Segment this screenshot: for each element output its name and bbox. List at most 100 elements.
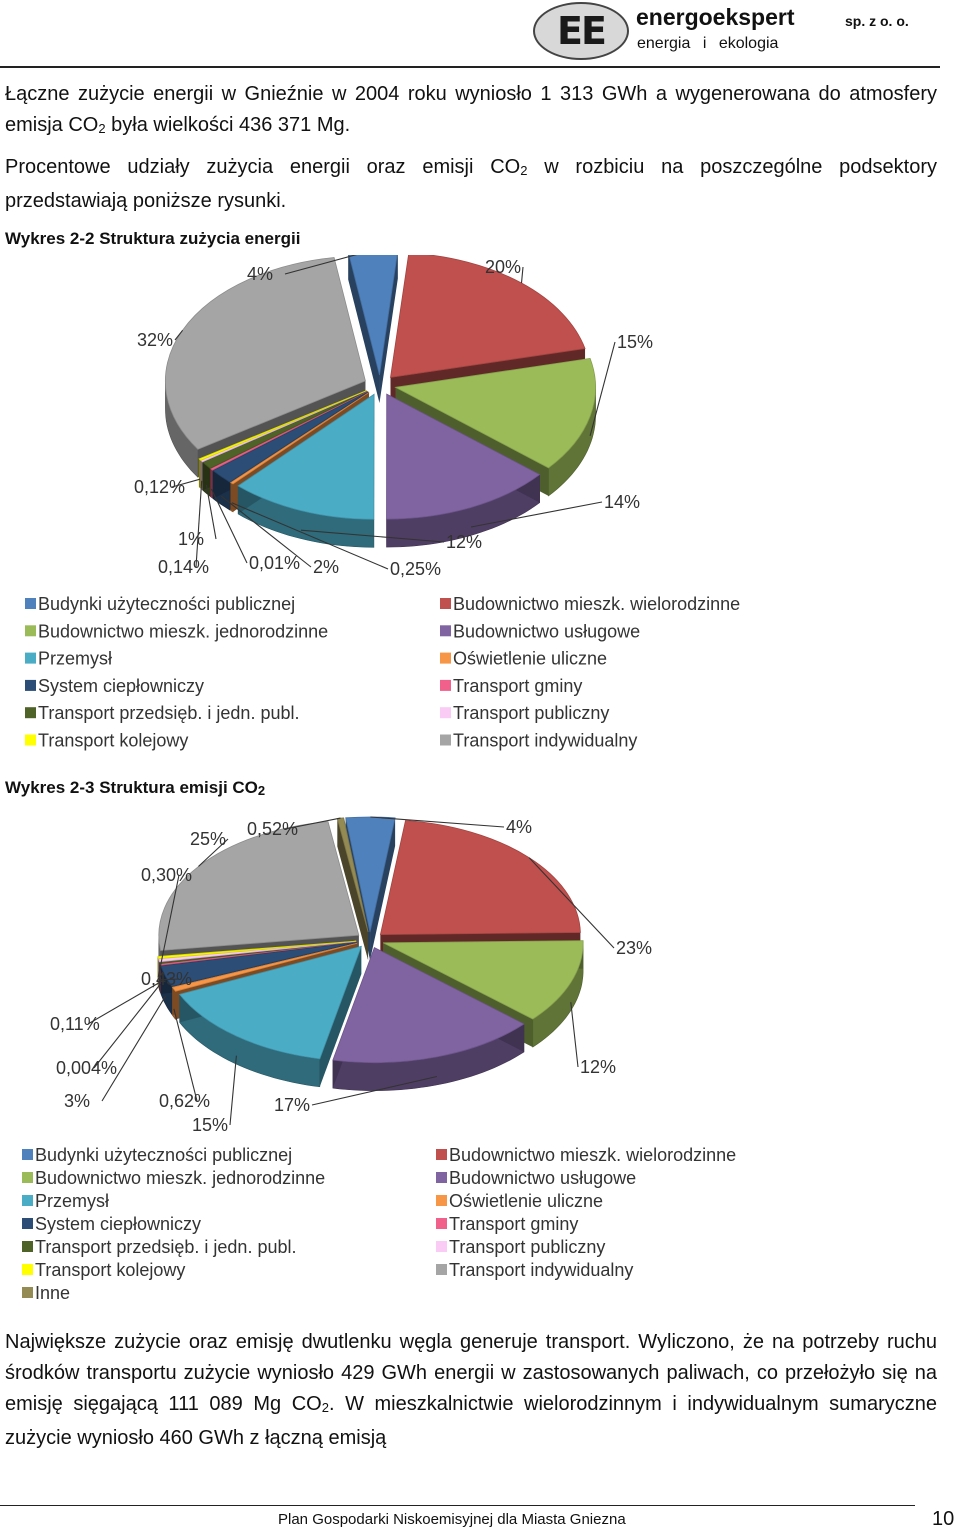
footer-divider [0,1505,915,1506]
legend-swatch-oswietlenie-uliczne [440,652,451,664]
leader-line-budownictwo-mieszk-jednorodzinne [589,341,616,436]
legend-swatch-transport-kolejowy [25,734,36,746]
data-label-transport-gminy: 0,01% [249,553,300,573]
data-label-transport-indywidualny: 32% [137,330,173,350]
pie-slice-budownictwo-mieszk-wielorodzinne [390,255,586,378]
figure-caption-energy: Wykres 2-2 Struktura zużycia energii [5,229,301,248]
pie-slice-budynki-uzytecznosci-publicznej [348,255,398,376]
leader-line-system-cieplowniczy [220,495,312,568]
data-label-transport-przedsieb-i-jedn-publ: 0,11% [50,1014,100,1034]
pie-slice-przemysl [178,945,362,1060]
emission-structure-pie-chart: 4% 23% 12% 17% 15% 0,62% 3% 0,004% 0,11% 0,43% 0,3… [22,816,736,1303]
leader-line-budownictwo-uslugowe [311,1075,438,1106]
leader-line-budownictwo-uslugowe [470,501,603,528]
legend-item-budownictwo-mieszk-wielorodzinne: Budownictwo mieszk. wielorodzinne [449,1145,736,1165]
pie-slice-oswietlenie-uliczne [229,391,370,485]
legend-item-budynki-uzytecznosci-publicznej: Budynki użyteczności publicznej [35,1145,292,1165]
intro-paragraph: Łączne zużycie energii w Gnieźnie w 2004… [5,79,937,144]
data-label-budownictwo-mieszk-wielorodzinne: 23% [616,938,652,958]
leader-line-transport-indywidualny [174,329,184,341]
pie-slice-budownictwo-mieszk-wielorodzinne [379,820,581,936]
caption2-subscript: 2 [257,783,266,798]
transport-paragraph: Największe zużycie oraz emisję dwutlenku… [5,1327,937,1454]
data-label-przemysl: 15% [192,1115,228,1135]
leader-line-oswietlenie-uliczne [231,502,389,570]
shares-text-end: w rozbiciu na poszczególne podsektory pr… [5,156,937,212]
pie-wall-budynki-uzytecznosci-publicznej [348,255,380,404]
leader-line-inne [284,817,341,830]
legend-swatch-budownictwo-mieszk-jednorodzinne [22,1172,33,1183]
header-divider [0,66,940,68]
pie-slice-transport-kolejowy [157,940,357,960]
leader-line-transport-publiczny [195,480,203,568]
leader-line-transport-publiczny [158,978,180,981]
pie-slice-budownictwo-mieszk-jednorodzinne [382,940,584,1020]
logo-letters: EE [557,9,607,53]
leader-line-budownictwo-mieszk-wielorodzinne [520,266,524,284]
pie-group [164,255,596,548]
data-label-budynki-uzytecznosci-publicznej: 4% [506,817,532,837]
legend-item-transport-gminy: Transport gminy [449,1214,578,1234]
shares-subscript: 2 [520,163,528,178]
leader-line-budownictwo-mieszk-wielorodzinne [528,857,615,949]
legend-item-oswietlenie-uliczne: Oświetlenie uliczne [453,649,607,669]
legend-item-budownictwo-mieszk-jednorodzinne: Budownictwo mieszk. jednorodzinne [35,1168,325,1188]
data-label-system-cieplowniczy: 3% [64,1091,90,1111]
legend-item-przemysl: Przemysł [35,1191,109,1211]
legend-item-transport-indywidualny: Transport indywidualny [449,1260,633,1280]
legend-swatch-system-cieplowniczy [22,1218,33,1229]
legend-swatch-transport-indywidualny [440,734,451,746]
legend-swatch-przemysl [25,652,36,664]
pie-wall-przemysl [319,946,362,1087]
legend-swatch-budownictwo-mieszk-jednorodzinne [25,625,36,637]
intro-text-end: była wielkości 436 371 Mg. [105,114,351,136]
data-label-budownictwo-mieszk-jednorodzinne: 12% [580,1057,616,1077]
leader-line-budynki-uzytecznosci-publicznej [284,255,358,275]
intro-text: Łączne zużycie energii w Gnieźnie w 2004… [5,83,937,136]
legend-item-budownictwo-uslugowe: Budownictwo usługowe [453,621,640,641]
data-label-budownictwo-mieszk-jednorodzinne: 15% [617,332,653,352]
legend-item-oswietlenie-uliczne: Oświetlenie uliczne [449,1191,603,1211]
legend-item-przemysl: Przemysł [38,649,112,669]
leader-line-transport-przedsieb-i-jedn-publ [87,981,160,1025]
pie-slice-budownictwo-uslugowe [386,393,541,520]
legend-swatch-oswietlenie-uliczne [436,1195,447,1206]
legend-swatch-transport-przedsieb-i-jedn-publ [22,1241,33,1252]
pie-slice-przemysl [237,393,375,520]
leader-line-system-cieplowniczy [101,995,167,1102]
leader-line-transport-indywidualny [198,838,229,867]
legend-item-transport-kolejowy: Transport kolejowy [35,1260,185,1280]
transport-subscript: 2 [321,1400,329,1415]
pie-slice-budownictwo-uslugowe [332,947,525,1063]
legend-item-transport-kolejowy: Transport kolejowy [38,731,188,751]
pie-slice-transport-indywidualny [164,257,366,450]
legend-item-budownictwo-mieszk-jednorodzinne: Budownictwo mieszk. jednorodzinne [38,621,328,641]
legend-swatch-budynki-uzytecznosci-publicznej [25,598,36,609]
leader-line-przemysl [229,1055,237,1126]
legend-swatch-przemysl [22,1195,33,1206]
legend-item-transport-indywidualny: Transport indywidualny [453,731,637,751]
legend-swatch-budownictwo-uslugowe [436,1172,447,1183]
legend-item-system-cieplowniczy: System ciepłowniczy [38,676,204,696]
leader-line-transport-kolejowy [171,478,201,488]
pie-wall-budynki-uzytecznosci-publicznej [379,255,398,404]
data-label-oswietlenie-uliczne: 0,62% [159,1091,210,1111]
legend-swatch-transport-publiczny [436,1241,447,1252]
data-label-transport-gminy: 0,004% [56,1058,117,1078]
legend-swatch-budownictwo-mieszk-wielorodzinne [440,598,451,609]
data-label-transport-publiczny: 0,43% [141,969,192,989]
shares-text: Procentowe udziały zużycia energii oraz … [5,156,521,178]
legend-swatch-system-cieplowniczy [25,679,36,691]
pie-wall-inne [337,818,369,961]
legend-swatch-transport-przedsieb-i-jedn-publ [25,707,36,719]
data-label-transport-kolejowy: 0,30% [141,865,192,885]
legend-swatch-budownictwo-uslugowe [440,625,451,637]
transport-text: Największe zużycie oraz emisję dwutlenku… [5,1331,937,1415]
leader-line-budynki-uzytecznosci-publicznej [370,816,505,828]
pie-wall-budynki-uzytecznosci-publicznej [370,817,396,960]
legend-item-transport-publiczny: Transport publiczny [449,1237,605,1257]
legend-item-system-cieplowniczy: System ciepłowniczy [35,1214,201,1234]
leader-line-transport-kolejowy [157,874,180,978]
leader-line-budownictwo-mieszk-jednorodzinne [570,1002,579,1068]
caption2-text: Wykres 2-3 Struktura emisji CO [5,778,258,797]
